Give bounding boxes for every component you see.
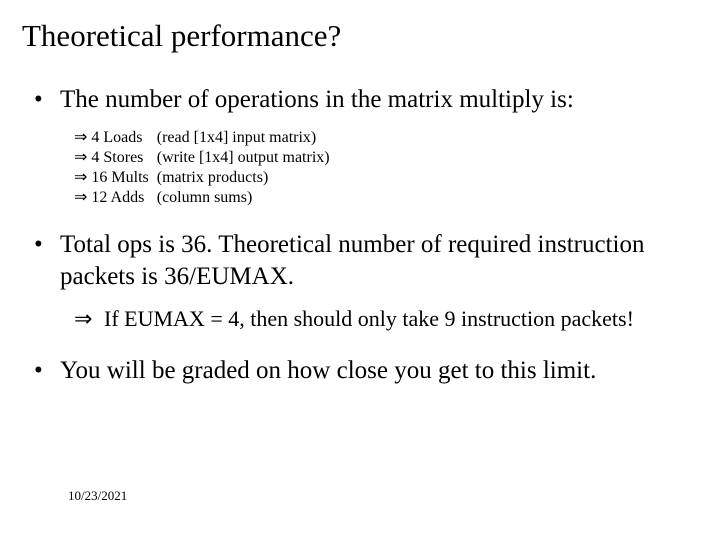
- operations-list: ⇒ 4 Loads (read [1x4] input matrix) ⇒ 4 …: [74, 127, 698, 207]
- op-desc: (write [1x4] output matrix): [157, 147, 330, 167]
- bullet-grading: • You will be graded on how close you ge…: [34, 355, 698, 386]
- implies-icon: ⇒: [74, 189, 87, 206]
- eumax-note-list: ⇒ If EUMAX = 4, then should only take 9 …: [74, 304, 698, 334]
- op-count: 16 Mults: [91, 169, 148, 186]
- op-adds: ⇒ 12 Adds (column sums): [74, 187, 330, 207]
- footer-date: 10/23/2021: [68, 488, 127, 504]
- bullet-text: You will be graded on how close you get …: [60, 355, 698, 386]
- op-stores: ⇒ 4 Stores (write [1x4] output matrix): [74, 147, 330, 167]
- op-loads: ⇒ 4 Loads (read [1x4] input matrix): [74, 127, 330, 147]
- op-desc: (read [1x4] input matrix): [157, 127, 330, 147]
- bullet-operations-count: • The number of operations in the matrix…: [34, 84, 698, 115]
- bullet-dot-icon: •: [34, 355, 60, 386]
- op-count: 4 Stores: [91, 149, 143, 166]
- op-count: 12 Adds: [91, 189, 144, 206]
- eumax-note-text: If EUMAX = 4, then should only take 9 in…: [104, 304, 634, 334]
- implies-icon: ⇒: [74, 129, 87, 146]
- bullet-text: The number of operations in the matrix m…: [60, 84, 698, 115]
- op-desc: (column sums): [157, 187, 330, 207]
- bullet-dot-icon: •: [34, 84, 60, 115]
- bullet-dot-icon: •: [34, 229, 60, 292]
- op-mults: ⇒ 16 Mults (matrix products): [74, 167, 330, 187]
- bullet-total-ops: • Total ops is 36. Theoretical number of…: [34, 229, 698, 292]
- eumax-note: ⇒ If EUMAX = 4, then should only take 9 …: [74, 304, 698, 334]
- implies-icon: ⇒: [74, 304, 104, 334]
- slide: Theoretical performance? • The number of…: [0, 0, 720, 540]
- op-count: 4 Loads: [91, 129, 142, 146]
- op-desc: (matrix products): [157, 167, 330, 187]
- bullet-text: Total ops is 36. Theoretical number of r…: [60, 229, 698, 292]
- slide-title: Theoretical performance?: [22, 18, 698, 54]
- implies-icon: ⇒: [74, 149, 87, 166]
- implies-icon: ⇒: [74, 169, 87, 186]
